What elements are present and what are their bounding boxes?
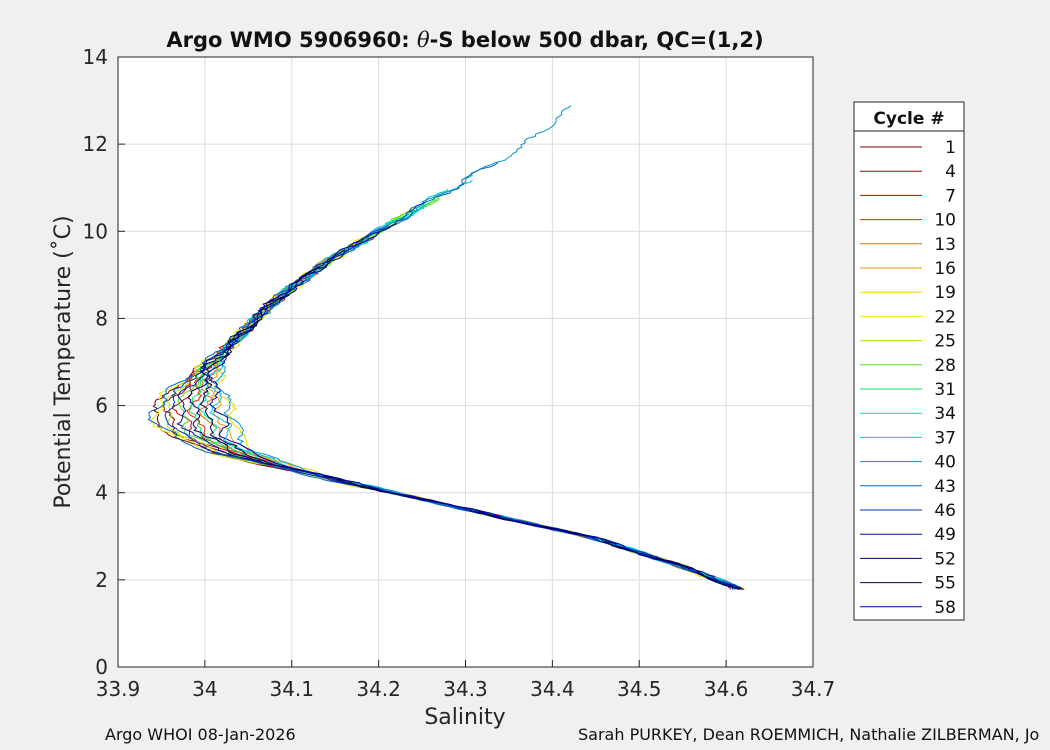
y-tick-label: 8 (95, 306, 108, 330)
legend-label-cycle-31: 31 (934, 380, 956, 400)
x-tick-label: 34.3 (443, 677, 488, 701)
x-tick-label: 34.5 (617, 677, 662, 701)
x-tick-label: 33.9 (96, 677, 141, 701)
legend-label-cycle-4: 4 (945, 162, 956, 182)
legend-label-cycle-52: 52 (934, 549, 956, 569)
legend-label-cycle-7: 7 (945, 186, 956, 206)
legend: Cycle # 1 4 7 10 13 16 19 22 25 28 31 34 37 40 43 46 49 5… (853, 101, 965, 621)
series-line-cycle-58 (207, 231, 734, 590)
legend-label-cycle-40: 40 (934, 453, 956, 473)
chart-title-part1: Argo WMO 5906960: (166, 28, 417, 52)
legend-items: 1 4 7 10 13 16 19 22 25 28 31 34 37 40 43 46 49 52 55 58 (860, 138, 956, 618)
chart-title-part2: -S below 500 dbar, QC=(1,2) (430, 28, 764, 52)
series-line-cycle-55 (199, 249, 741, 590)
y-tick-label: 2 (95, 568, 108, 592)
legend-label-cycle-1: 1 (945, 138, 956, 158)
legend-label-cycle-10: 10 (934, 211, 956, 231)
y-tick-label: 6 (95, 394, 108, 418)
x-axis-label: Salinity (424, 705, 505, 730)
y-tick-label: 4 (95, 481, 108, 505)
footer-right-text: Sarah PURKEY, Dean ROEMMICH, Nathalie ZI… (578, 725, 1040, 744)
series-line-cycle-52 (187, 266, 744, 590)
y-axis-ticks: 0 2 4 6 8 10 12 14 (83, 45, 125, 679)
x-tick-label: 34.1 (269, 677, 314, 701)
legend-label-cycle-55: 55 (934, 574, 956, 594)
x-tick-label: 34.2 (356, 677, 401, 701)
y-axis-label: Potential Temperature (˚C) (51, 215, 76, 508)
chart-title-theta: θ (417, 28, 430, 52)
legend-label-cycle-19: 19 (934, 283, 956, 303)
chart-title: Argo WMO 5906960: θ-S below 500 dbar, QC… (166, 28, 763, 52)
legend-box (853, 101, 965, 621)
y-tick-label: 14 (83, 45, 108, 69)
legend-label-cycle-49: 49 (934, 525, 956, 545)
legend-title: Cycle # (873, 109, 944, 129)
legend-label-cycle-16: 16 (934, 259, 956, 279)
x-tick-label: 34.6 (704, 677, 749, 701)
legend-label-cycle-22: 22 (934, 307, 956, 327)
footer-left-text: Argo WHOI 08-Jan-2026 (105, 725, 296, 744)
x-tick-label: 34.7 (791, 677, 836, 701)
legend-label-cycle-28: 28 (934, 356, 956, 376)
legend-label-cycle-25: 25 (934, 332, 956, 352)
y-tick-label: 0 (95, 655, 108, 679)
x-axis-ticks: 33.9 34 34.1 34.2 34.3 34.4 34.5 34.6 34.7 (96, 660, 836, 701)
series-line-cycle-43 (147, 162, 743, 590)
y-tick-label: 10 (83, 219, 108, 243)
legend-label-cycle-37: 37 (934, 428, 956, 448)
x-tick-label: 34 (192, 677, 217, 701)
legend-label-cycle-43: 43 (934, 477, 956, 497)
legend-label-cycle-58: 58 (934, 598, 956, 618)
legend-label-cycle-46: 46 (934, 501, 956, 521)
y-tick-label: 12 (83, 132, 108, 156)
series-layer (147, 105, 746, 590)
legend-label-cycle-34: 34 (934, 404, 956, 424)
x-tick-label: 34.4 (530, 677, 575, 701)
legend-label-cycle-13: 13 (934, 235, 956, 255)
